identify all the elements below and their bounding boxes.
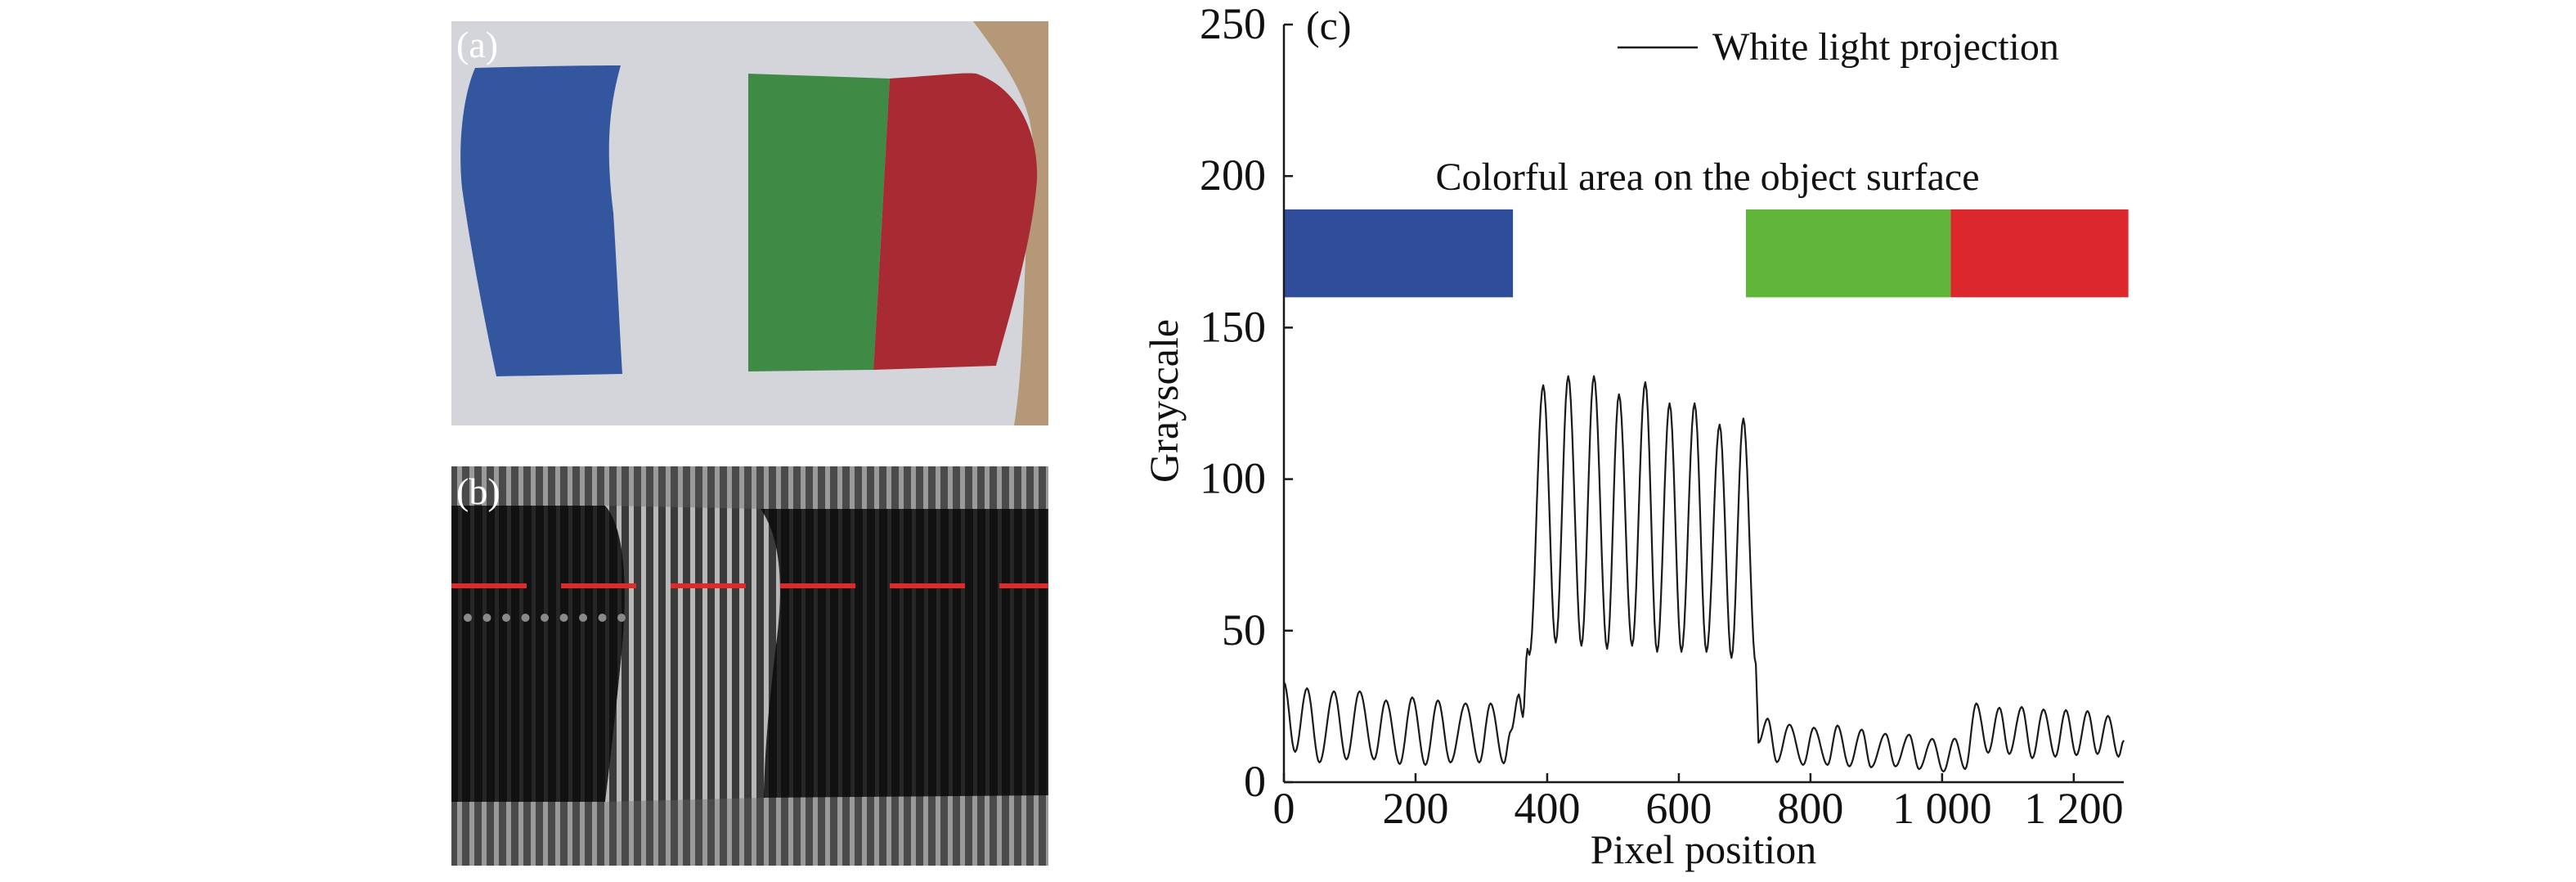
x-tick-label: 1 200 xyxy=(2024,784,2124,833)
fringe-dot xyxy=(541,614,549,622)
y-tick-label: 0 xyxy=(1244,757,1266,806)
color-band-red xyxy=(1950,209,2129,298)
panel-a-photo: (a) xyxy=(451,21,1048,425)
x-axis-label: Pixel position xyxy=(1591,826,1816,872)
panel-a-label: (a) xyxy=(456,24,498,65)
wood-surface xyxy=(973,21,1048,425)
color-band-blue xyxy=(1284,209,1514,298)
y-tick-label: 100 xyxy=(1200,454,1266,503)
x-tick-label: 800 xyxy=(1777,784,1843,833)
legend-label: White light projection xyxy=(1712,25,2059,69)
red-patch xyxy=(873,73,1038,371)
fringe-dot xyxy=(579,614,587,622)
fringe-dot xyxy=(598,614,607,622)
fringe-dot xyxy=(617,614,626,622)
x-tick-label: 400 xyxy=(1514,784,1580,833)
fringe-dot xyxy=(482,614,491,622)
y-ticks: 0 50 100 150 200 250 xyxy=(1200,0,1293,806)
panel-b-label: (b) xyxy=(456,470,500,512)
panel-b-fringe-image: (b) xyxy=(451,466,1048,866)
fringe-dot xyxy=(464,614,472,622)
y-tick-label: 150 xyxy=(1200,302,1266,351)
left-dark-region xyxy=(451,506,625,802)
series-line-white-light-projection xyxy=(1283,375,2125,773)
x-tick-label: 200 xyxy=(1382,784,1448,833)
fringe-dot xyxy=(521,614,530,622)
x-tick-label: 1 000 xyxy=(1892,784,1992,833)
green-patch xyxy=(748,74,890,371)
y-axis-label: Grayscale xyxy=(1141,319,1187,483)
y-tick-label: 50 xyxy=(1222,605,1266,655)
color-band-green xyxy=(1746,209,1951,298)
dot-row xyxy=(464,614,626,622)
color-bands xyxy=(1284,209,2129,298)
y-tick-label: 200 xyxy=(1200,151,1266,200)
right-dark-region xyxy=(761,509,1048,798)
annotation-colorful-area: Colorful area on the object surface xyxy=(1435,155,1979,199)
y-tick-label: 250 xyxy=(1200,0,1266,48)
bright-fringe-region xyxy=(605,506,780,802)
x-tick-label: 600 xyxy=(1645,784,1712,833)
blue-patch xyxy=(460,65,622,376)
fringe-dot xyxy=(559,614,568,622)
x-ticks: 0 200 400 600 800 1 000 1 200 xyxy=(1273,773,2124,833)
fringe-dot xyxy=(502,614,510,622)
panel-c-label: (c) xyxy=(1306,2,1352,48)
x-tick-label: 0 xyxy=(1273,784,1295,833)
